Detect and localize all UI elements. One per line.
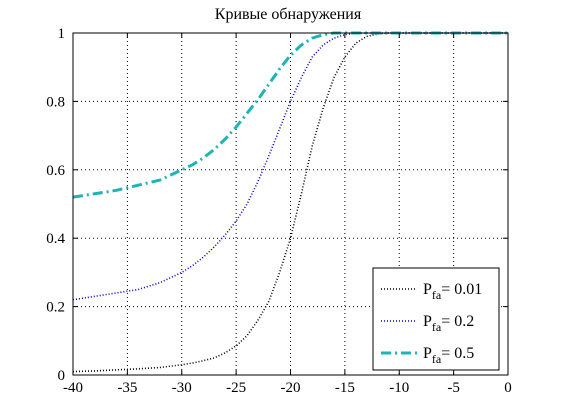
legend-label: Pfa= 0.01 xyxy=(423,281,482,302)
legend-label: Pfa= 0.2 xyxy=(423,313,474,334)
x-tick-label: -10 xyxy=(389,380,409,396)
y-tick-label: 0.2 xyxy=(46,300,65,316)
chart-title: Кривые обнаружения xyxy=(215,6,362,23)
x-tick-label: -40 xyxy=(63,380,83,396)
x-tick-label: -35 xyxy=(117,380,137,396)
x-tick-label: -5 xyxy=(447,380,460,396)
y-tick-label: 0.4 xyxy=(46,231,65,247)
y-tick-label: 1 xyxy=(58,26,66,42)
legend-label: Pfa= 0.5 xyxy=(423,345,474,366)
x-tick-label: -15 xyxy=(335,380,355,396)
legend-box xyxy=(372,267,500,371)
axes: -40 -35 -30 -25 -20 -15 -10 -5 0 0 0.2 0.4 0.6 0.8 1 xyxy=(46,26,512,396)
x-tick-label: -30 xyxy=(172,380,192,396)
x-tick-label: -25 xyxy=(226,380,246,396)
x-tick-label: -20 xyxy=(281,380,301,396)
y-tick-label: 0.6 xyxy=(46,163,65,179)
x-tick-label: 0 xyxy=(504,380,512,396)
y-tick-label: 0.8 xyxy=(46,94,65,110)
y-tick-label: 0 xyxy=(58,368,66,384)
legend: Pfa= 0.01 Pfa= 0.2 Pfa= 0.5 xyxy=(372,267,500,371)
series-line-1 xyxy=(72,32,508,301)
